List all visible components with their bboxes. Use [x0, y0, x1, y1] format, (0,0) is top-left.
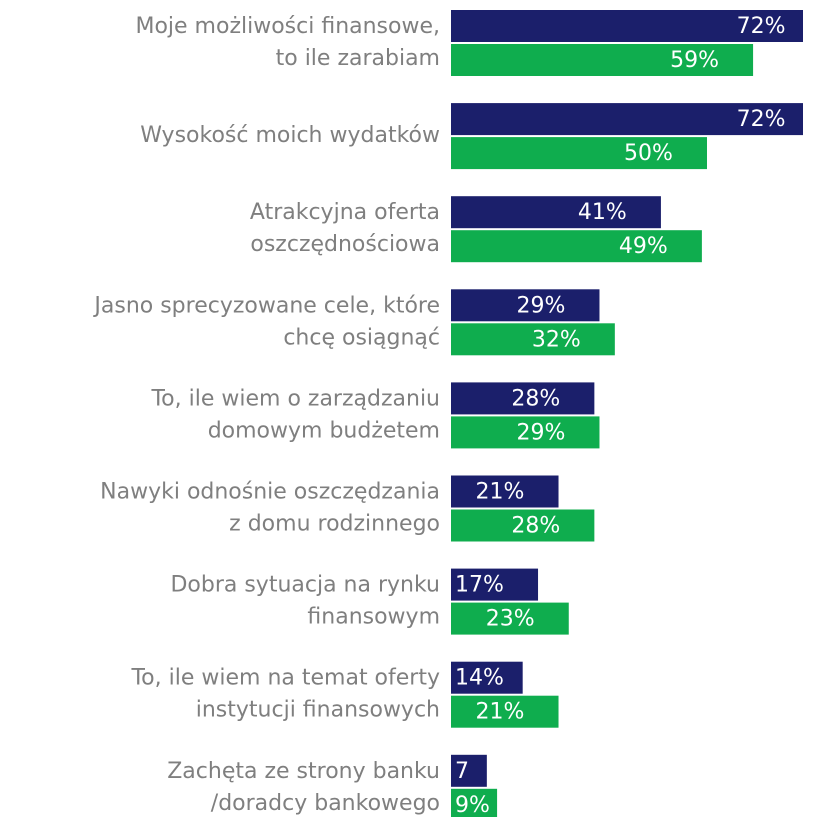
value-label: 41%	[578, 200, 627, 225]
bar	[451, 230, 702, 263]
plot-area: 72% 59% 72% 50% 41% 49% 29% 32% 28% 29% 21% 28% 17% 2…	[451, 10, 803, 817]
category-label: To, ile wiem na temat oferty	[130, 666, 440, 691]
category-label: To, ile wiem o zarządzaniu	[150, 386, 440, 411]
value-label: 72%	[737, 14, 786, 39]
category-label: oszczędnościowa	[250, 232, 440, 257]
value-label: 32%	[532, 327, 581, 352]
bar	[451, 103, 803, 136]
bar	[451, 754, 487, 787]
category-label: finansowym	[307, 605, 440, 630]
category-label: to ile zarabiam	[276, 46, 440, 71]
value-label: 29%	[516, 420, 565, 445]
category-label: Jasno sprecyzowane cele, które	[92, 293, 440, 318]
bar	[451, 509, 595, 542]
bar	[451, 44, 754, 76]
value-label: 28%	[511, 386, 560, 411]
bar	[451, 196, 661, 229]
value-label: 7	[455, 759, 469, 784]
value-label: 49%	[619, 234, 668, 259]
category-label: z domu rodzinnego	[229, 512, 440, 537]
category-label: Wysokość moich wydatków	[140, 123, 440, 148]
bar	[451, 602, 569, 635]
value-label: 28%	[511, 514, 560, 539]
value-label: 50%	[624, 141, 673, 166]
category-label: /doradcy bankowego	[211, 791, 440, 816]
category-label: Zachęta ze strony banku	[167, 759, 440, 784]
value-label: 59%	[670, 48, 719, 73]
value-label: 14%	[455, 666, 504, 691]
category-label: Atrakcyjna oferta	[250, 200, 440, 225]
category-label: chcę osiągnąć	[283, 325, 440, 350]
bar	[451, 695, 559, 728]
value-label: 72%	[737, 107, 786, 132]
value-label: 17%	[455, 573, 504, 598]
category-label: Dobra sytuacja na rynku	[170, 573, 440, 598]
bar	[451, 289, 600, 322]
category-label: Moje możliwości finansowe,	[135, 14, 440, 39]
bar	[451, 661, 523, 694]
bar	[451, 416, 600, 449]
bar	[451, 10, 803, 42]
value-label: 21%	[476, 700, 525, 725]
bar	[451, 475, 559, 508]
category-label: Nawyki odnośnie oszczędzania	[100, 480, 440, 505]
category-label: instytucji finansowych	[196, 698, 440, 723]
bar	[451, 382, 595, 415]
value-label: 9%	[455, 793, 490, 817]
value-label: 29%	[516, 293, 565, 318]
value-label: 23%	[486, 607, 535, 632]
category-label: domowym budżetem	[208, 418, 440, 443]
bar	[451, 568, 539, 601]
bar	[451, 323, 615, 356]
bar	[451, 137, 707, 170]
value-label: 21%	[476, 480, 525, 505]
bar	[451, 788, 498, 817]
